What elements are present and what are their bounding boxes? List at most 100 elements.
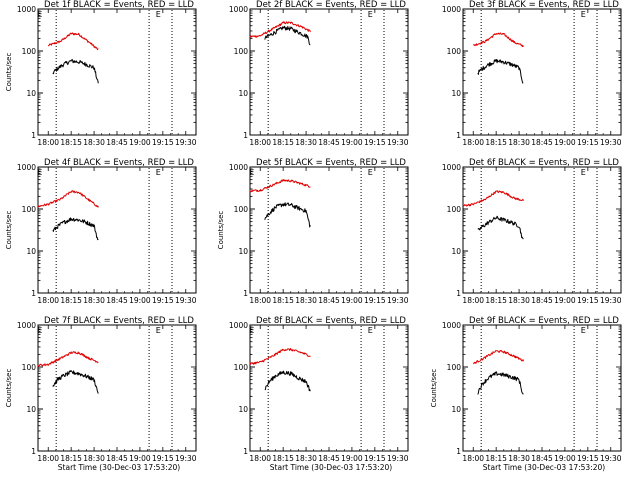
e-marker-label: E <box>368 168 373 177</box>
x-tick-label: 18:45 <box>318 296 340 305</box>
plot-frame <box>249 324 409 452</box>
x-tick-label: 18:15 <box>272 138 294 147</box>
y-tick-label: 1000 <box>229 163 248 172</box>
y-tick-label: 1000 <box>229 5 248 14</box>
x-tick-label: 18:45 <box>106 296 128 305</box>
panel-title: Det 9f BLACK = Events, RED = LLD <box>469 316 619 326</box>
x-tick-label: 19:15 <box>152 454 174 463</box>
panel-title: Det 6f BLACK = Events, RED = LLD <box>469 158 619 168</box>
x-tick-label: 18:15 <box>485 296 507 305</box>
y-tick-label: 100 <box>234 205 249 214</box>
y-tick-label: 1 <box>243 447 248 456</box>
lld-series-line <box>473 350 524 365</box>
panel-title: Det 5f BLACK = Events, RED = LLD <box>256 158 406 168</box>
x-tick-label: 18:30 <box>83 138 105 147</box>
plot-frame <box>37 324 197 452</box>
y-tick-label: 10 <box>26 405 36 414</box>
y-tick-label: 1 <box>456 131 461 140</box>
x-tick-label: 18:00 <box>249 454 271 463</box>
events-series-line <box>264 202 311 228</box>
x-tick-label: 18:15 <box>60 454 82 463</box>
e-marker-label: E <box>156 326 161 335</box>
plot-frame <box>462 166 622 294</box>
y-tick-label: 1000 <box>229 321 248 330</box>
x-tick-label: 19:00 <box>129 454 151 463</box>
e-marker-label: E <box>156 168 161 177</box>
y-tick-label: 100 <box>447 47 462 56</box>
x-tick-label: 19:15 <box>577 454 599 463</box>
x-axis-label: Start Time (30-Dec-03 17:53:20) <box>58 463 180 472</box>
e-marker-label: E <box>581 10 586 19</box>
y-tick-label: 1000 <box>17 321 36 330</box>
plot-frame <box>37 8 197 136</box>
y-tick-label: 10 <box>238 405 248 414</box>
x-tick-label: 18:45 <box>531 454 553 463</box>
x-tick-label: 19:00 <box>129 296 151 305</box>
y-axis-label: Counts/sec <box>430 369 438 408</box>
y-tick-label: 10 <box>451 89 461 98</box>
x-tick-label: 19:15 <box>364 138 386 147</box>
y-axis-label: Counts/sec <box>217 211 225 250</box>
e-marker-label: E <box>249 326 254 335</box>
x-tick-label: 18:00 <box>462 454 484 463</box>
x-tick-label: 18:00 <box>462 296 484 305</box>
x-tick-label: 18:45 <box>318 454 340 463</box>
y-tick-label: 1 <box>243 131 248 140</box>
x-tick-label: 19:30 <box>175 138 197 147</box>
y-tick-label: 10 <box>26 89 36 98</box>
y-tick-label: 10 <box>451 405 461 414</box>
events-series-line <box>477 59 524 84</box>
x-tick-label: 18:15 <box>60 296 82 305</box>
plot-frame <box>249 166 409 294</box>
y-tick-label: 1000 <box>442 321 461 330</box>
y-tick-label: 10 <box>26 247 36 256</box>
x-tick-label: 18:30 <box>295 454 317 463</box>
events-series-line <box>52 370 99 394</box>
lld-series-line <box>249 348 311 365</box>
x-tick-label: 18:30 <box>508 454 530 463</box>
y-tick-label: 100 <box>22 47 37 56</box>
panel-title: Det 2f BLACK = Events, RED = LLD <box>256 0 406 10</box>
x-tick-label: 19:30 <box>600 138 622 147</box>
x-tick-label: 18:00 <box>462 138 484 147</box>
detector-panel-5: Det 5f BLACK = Events, RED = LLD 1 10 100 10… <box>217 158 409 305</box>
detector-panel-3: Det 3f BLACK = Events, RED = LLD 1 10 100 10… <box>442 0 622 147</box>
e-marker-label: E <box>37 10 42 19</box>
panel-title: Det 3f BLACK = Events, RED = LLD <box>469 0 619 10</box>
detector-panel-6: Det 6f BLACK = Events, RED = LLD 1 10 100 10… <box>442 158 622 305</box>
x-tick-label: 19:30 <box>600 296 622 305</box>
detector-panel-1: Det 1f BLACK = Events, RED = LLD 1 10 100 10… <box>5 0 197 147</box>
events-series-line <box>264 25 311 46</box>
x-tick-label: 19:00 <box>341 296 363 305</box>
x-tick-label: 19:00 <box>341 454 363 463</box>
x-tick-label: 19:30 <box>600 454 622 463</box>
e-marker-label: E <box>368 10 373 19</box>
x-tick-label: 18:30 <box>295 138 317 147</box>
x-tick-label: 19:15 <box>364 296 386 305</box>
x-tick-label: 18:45 <box>106 454 128 463</box>
x-tick-label: 18:15 <box>60 138 82 147</box>
detector-panel-7: Det 7f BLACK = Events, RED = LLD 1 10 100 10… <box>5 316 197 472</box>
e-marker-label: E <box>581 168 586 177</box>
y-tick-label: 1 <box>456 447 461 456</box>
events-series-line <box>477 371 524 395</box>
x-tick-label: 18:00 <box>37 138 59 147</box>
lld-series-line <box>37 190 99 208</box>
y-axis-label: Counts/sec <box>5 53 13 92</box>
lld-series-line <box>462 190 524 207</box>
plot-frame <box>462 324 622 452</box>
e-marker-label: E <box>37 326 42 335</box>
lld-series-line <box>249 21 311 38</box>
y-tick-label: 10 <box>238 247 248 256</box>
x-tick-label: 18:15 <box>485 138 507 147</box>
y-tick-label: 1000 <box>442 163 461 172</box>
x-tick-label: 18:00 <box>249 296 271 305</box>
e-marker-label: E <box>581 326 586 335</box>
x-tick-label: 19:00 <box>554 138 576 147</box>
x-tick-label: 19:00 <box>554 454 576 463</box>
e-marker-label: E <box>156 10 161 19</box>
y-axis-label: Counts/sec <box>5 369 13 408</box>
detector-panel-4: Det 4f BLACK = Events, RED = LLD 1 10 100 10… <box>5 158 197 305</box>
y-tick-label: 1 <box>456 289 461 298</box>
y-tick-label: 1000 <box>17 5 36 14</box>
